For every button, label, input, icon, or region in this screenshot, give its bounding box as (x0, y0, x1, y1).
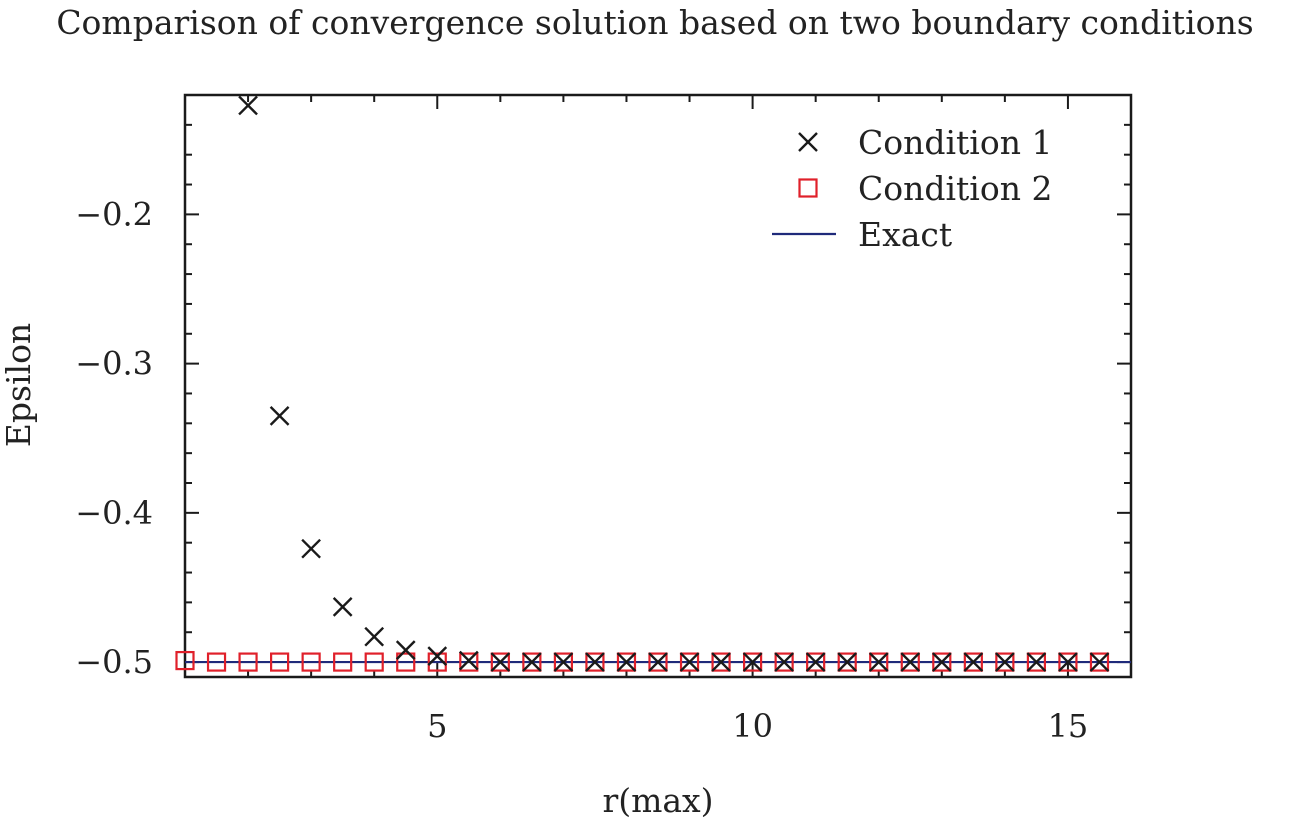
condition-1-point (522, 652, 542, 672)
y-tick-label: −0.3 (75, 345, 153, 383)
condition-2-point (206, 652, 227, 672)
condition-2-point (1026, 652, 1047, 672)
legend-entry-condition-2: Condition 2 (798, 169, 1052, 208)
condition-1-point (616, 652, 637, 672)
condition-2-point (553, 652, 574, 672)
condition-2-point (869, 652, 889, 672)
legend-entry-exact: Exact (772, 215, 952, 254)
plot-frame (183, 93, 1133, 679)
x-tick-labels: 5 10 15 (427, 707, 1088, 745)
condition-2-point (679, 652, 700, 672)
condition-2-point (585, 652, 605, 672)
condition-1-point (395, 640, 416, 660)
condition-1-point (553, 652, 574, 672)
condition-2-point (301, 652, 321, 672)
legend-cross (798, 132, 818, 152)
condition-2-point (995, 652, 1015, 672)
legend-label-condition-2: Condition 2 (858, 169, 1052, 208)
condition-2-point (522, 652, 542, 672)
condition-2-point (616, 652, 637, 672)
condition-1-point (238, 95, 258, 116)
legend: Condition 1 Condition 2 Exact (772, 123, 1052, 254)
y-tick-label: −0.2 (75, 195, 153, 233)
condition-1-point (868, 652, 889, 672)
condition-2-point (963, 652, 983, 672)
series-condition-2 (175, 650, 1110, 672)
condition-2-point (774, 652, 794, 672)
legend-entry-condition-1: Condition 1 (798, 123, 1052, 162)
condition-2-point (648, 652, 668, 672)
legend-marker-square (798, 178, 818, 198)
condition-2-point (396, 652, 416, 672)
y-tick-label: −0.5 (75, 643, 153, 681)
condition-2-point (175, 650, 195, 671)
condition-1-point (364, 626, 385, 647)
x-tick-label: 15 (1048, 707, 1089, 745)
condition-2-point (238, 652, 258, 672)
condition-1-point (648, 652, 668, 672)
x-tick-label: 5 (427, 707, 447, 745)
condition-1-point (269, 405, 290, 426)
x-tick-label: 10 (732, 707, 773, 745)
y-axis-label: Epsilon (0, 323, 38, 447)
condition-1-point (490, 652, 511, 672)
condition-2-point (742, 652, 763, 672)
condition-2-point (270, 652, 290, 672)
condition-1-point (931, 652, 952, 672)
condition-2-point (459, 652, 479, 672)
condition-1-point (711, 652, 731, 672)
axis-ticks (184, 94, 1132, 677)
condition-1-point (332, 597, 353, 617)
legend-marker-cross (798, 132, 818, 152)
condition-1-point (995, 652, 1015, 672)
condition-2-point (900, 652, 920, 672)
condition-1-point (742, 652, 763, 672)
condition-1-point (458, 650, 479, 671)
condition-2-point (490, 652, 510, 672)
condition-1-point (963, 652, 984, 672)
condition-2-point (1058, 652, 1078, 672)
condition-1-point (585, 652, 605, 672)
legend-label-condition-1: Condition 1 (858, 123, 1052, 162)
condition-1-point (837, 652, 858, 672)
series-condition-1 (238, 95, 1110, 672)
legend-label-exact: Exact (858, 215, 952, 254)
condition-1-point (805, 652, 826, 672)
plot-area (175, 93, 1133, 679)
y-tick-label: −0.4 (75, 494, 153, 532)
condition-1-point (301, 538, 321, 559)
condition-2-point (932, 652, 952, 672)
condition-1-point (1026, 652, 1047, 672)
condition-1-point (1058, 652, 1078, 672)
condition-2-point (1089, 652, 1110, 672)
legend-square (798, 178, 818, 198)
y-tick-labels: −0.2 −0.3 −0.4 −0.5 (75, 195, 153, 681)
condition-1-point (679, 652, 700, 672)
condition-2-point (333, 652, 353, 672)
condition-2-point (364, 652, 384, 672)
condition-1-point (774, 652, 794, 672)
condition-1-point (1089, 652, 1110, 672)
condition-2-point (711, 652, 731, 672)
chart-title: Comparison of convergence solution based… (56, 3, 1253, 42)
x-axis-label: r(max) (602, 781, 713, 820)
condition-2-point (427, 652, 447, 672)
condition-2-point (837, 652, 857, 672)
condition-1-point (900, 652, 921, 672)
condition-1-point (427, 646, 448, 666)
condition-2-point (806, 652, 826, 672)
